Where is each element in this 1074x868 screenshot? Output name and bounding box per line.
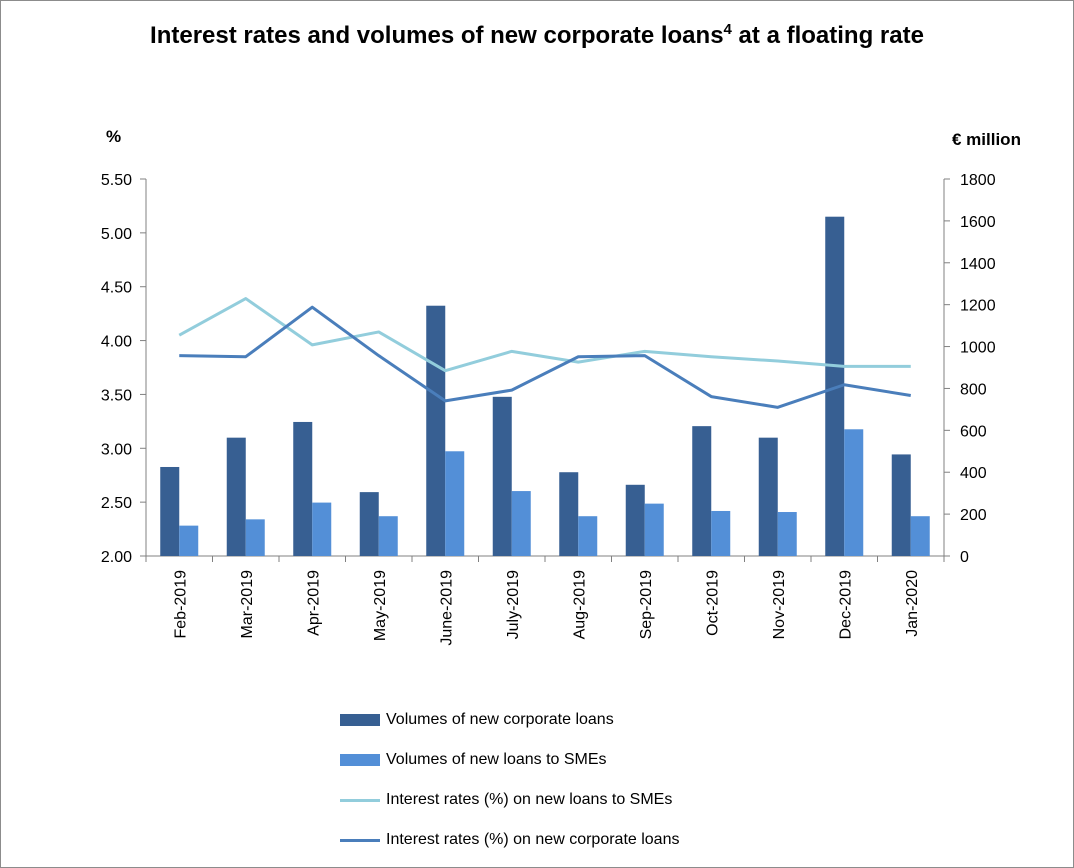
legend-label: Interest rates (%) on new loans to SMEs xyxy=(386,791,673,808)
bar-sme-volume xyxy=(910,516,930,556)
bar-corporate-volume xyxy=(758,437,778,556)
legend-item-sme-volumes: Volumes of new loans to SMEs xyxy=(340,740,679,780)
legend: Volumes of new corporate loans Volumes o… xyxy=(340,700,679,860)
x-tick-label: Sep-2019 xyxy=(638,570,655,639)
bar-sme-volume xyxy=(777,512,797,556)
left-tick-label: 4.50 xyxy=(101,280,132,297)
right-tick-label: 600 xyxy=(960,423,987,440)
legend-swatch-corporate-volumes xyxy=(340,714,380,726)
right-tick-label: 1000 xyxy=(960,340,996,357)
x-tick-label: Oct-2019 xyxy=(704,570,721,636)
x-tick-label: Nov-2019 xyxy=(771,570,788,639)
legend-swatch-sme-rates xyxy=(340,798,380,802)
bar-sme-volume xyxy=(578,516,598,556)
bar-corporate-volume xyxy=(692,426,712,556)
x-tick-label: Aug-2019 xyxy=(571,570,588,639)
right-tick-label: 200 xyxy=(960,507,987,524)
bar-sme-volume xyxy=(312,502,332,556)
x-tick-label: Apr-2019 xyxy=(305,570,322,636)
x-tick-label: July-2019 xyxy=(505,570,522,639)
bar-corporate-volume xyxy=(559,472,579,556)
legend-item-corporate-volumes: Volumes of new corporate loans xyxy=(340,700,679,740)
right-tick-label: 1600 xyxy=(960,214,996,231)
bar-corporate-volume xyxy=(825,216,845,556)
right-axis-unit: € million xyxy=(952,130,1021,149)
x-tick-label: June-2019 xyxy=(438,570,455,646)
legend-item-sme-rates: Interest rates (%) on new loans to SMEs xyxy=(340,780,679,820)
bar-sme-volume xyxy=(644,503,664,556)
left-axis-unit: % xyxy=(106,127,122,146)
legend-item-corporate-rates: Interest rates (%) on new corporate loan… xyxy=(340,820,679,860)
bar-sme-volume xyxy=(511,491,531,556)
legend-swatch-corporate-rates xyxy=(340,838,380,842)
legend-swatch-sme-volumes xyxy=(340,754,380,766)
left-tick-label: 4.00 xyxy=(101,334,132,351)
left-tick-label: 5.00 xyxy=(101,226,132,243)
bar-corporate-volume xyxy=(625,484,645,556)
bar-sme-volume xyxy=(445,451,465,556)
line-sme-rates xyxy=(178,297,911,373)
left-tick-label: 3.50 xyxy=(101,387,132,404)
left-tick-label: 3.00 xyxy=(101,441,132,458)
bar-sme-volume xyxy=(844,429,864,556)
right-tick-label: 400 xyxy=(960,465,987,482)
x-tick-label: May-2019 xyxy=(372,570,389,641)
bar-sme-volume xyxy=(711,510,731,556)
chart-title: Interest rates and volumes of new corpor… xyxy=(150,21,924,49)
right-tick-label: 1200 xyxy=(960,298,996,315)
right-tick-label: 0 xyxy=(960,549,969,566)
right-tick-label: 1400 xyxy=(960,256,996,273)
line-corporate-rates xyxy=(179,305,911,409)
x-tick-label: Jan-2020 xyxy=(904,570,921,637)
bar-corporate-volume xyxy=(160,466,180,556)
x-tick-label: Feb-2019 xyxy=(172,570,189,639)
right-tick-label: 1800 xyxy=(960,172,996,189)
bar-sme-volume xyxy=(179,525,199,556)
bar-corporate-volume xyxy=(426,305,446,556)
x-tick-label: Mar-2019 xyxy=(239,570,256,639)
bar-corporate-volume xyxy=(492,396,512,556)
left-tick-label: 5.50 xyxy=(101,172,132,189)
bar-corporate-volume xyxy=(359,492,379,556)
right-tick-label: 800 xyxy=(960,381,987,398)
bar-corporate-volume xyxy=(226,437,246,556)
bar-corporate-volume xyxy=(891,454,911,556)
legend-label: Volumes of new loans to SMEs xyxy=(386,751,607,768)
bar-corporate-volume xyxy=(293,421,313,556)
legend-label: Interest rates (%) on new corporate loan… xyxy=(386,831,680,848)
bar-sme-volume xyxy=(378,516,398,556)
x-tick-label: Dec-2019 xyxy=(837,570,854,639)
legend-label: Volumes of new corporate loans xyxy=(386,711,614,728)
bar-sme-volume xyxy=(245,519,265,556)
left-tick-label: 2.00 xyxy=(101,549,132,566)
left-tick-label: 2.50 xyxy=(101,495,132,512)
